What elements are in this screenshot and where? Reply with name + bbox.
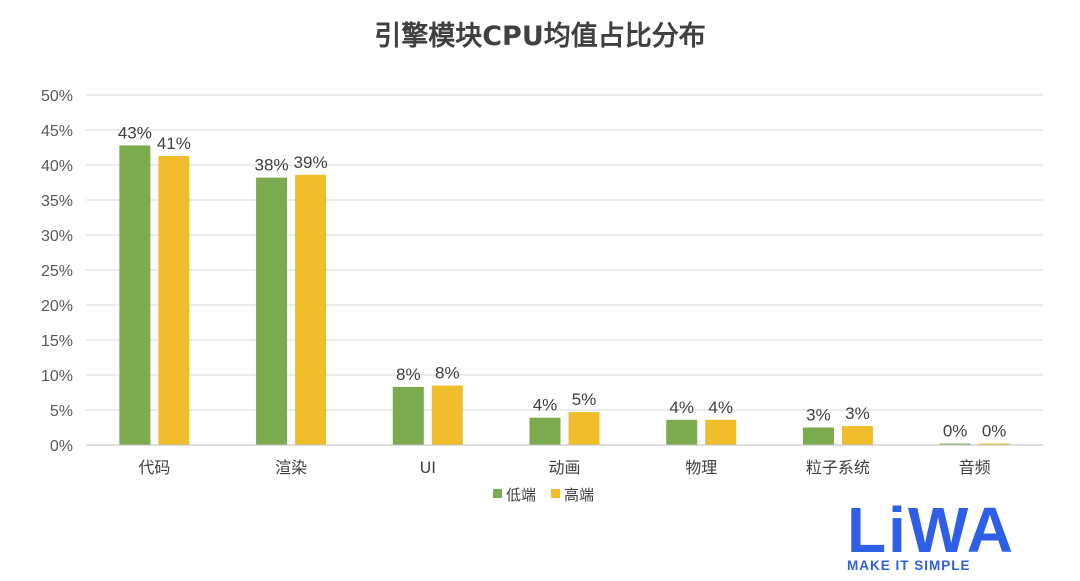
bar-high bbox=[431, 385, 463, 445]
legend-label: 低端 bbox=[506, 486, 536, 504]
data-label: 3% bbox=[806, 406, 831, 425]
data-label: 8% bbox=[396, 365, 421, 384]
y-tick-label: 20% bbox=[41, 298, 73, 315]
y-tick-label: 5% bbox=[50, 403, 73, 420]
x-category-label: 音频 bbox=[959, 458, 991, 477]
y-tick-label: 35% bbox=[41, 193, 73, 210]
bar-high bbox=[295, 174, 327, 446]
y-tick-label: 0% bbox=[50, 438, 73, 455]
data-label: 39% bbox=[294, 153, 328, 172]
x-category-label: UI bbox=[420, 458, 436, 477]
bar-low bbox=[529, 417, 561, 445]
bar-low bbox=[666, 419, 698, 445]
bar-high bbox=[158, 155, 190, 445]
logo-tagline: MAKE IT SIMPLE bbox=[847, 558, 971, 573]
y-tick-label: 50% bbox=[41, 88, 73, 105]
y-tick-label: 25% bbox=[41, 263, 73, 280]
bar-low bbox=[802, 427, 834, 445]
y-tick-label: 15% bbox=[41, 333, 73, 350]
x-category-label: 代码 bbox=[138, 458, 170, 477]
data-labels: 43% 41% 38% 39% 8% 8% 4% 5% 4% 4% 3% 3% 0% 0% bbox=[118, 123, 1007, 440]
data-label: 4% bbox=[533, 396, 558, 415]
bar-high bbox=[705, 419, 737, 445]
bar-high bbox=[568, 412, 600, 445]
y-tick-label: 30% bbox=[41, 228, 73, 245]
bar-high bbox=[841, 426, 873, 445]
bar-low bbox=[119, 145, 151, 445]
bar-low bbox=[939, 443, 971, 445]
data-label: 4% bbox=[669, 398, 694, 417]
gridlines bbox=[86, 94, 1043, 411]
legend-label: 高端 bbox=[564, 486, 594, 504]
liwa-logo: LiWA MAKE IT SIMPLE bbox=[847, 502, 1015, 573]
x-category-label: 渲染 bbox=[275, 458, 307, 477]
legend: 低端 高端 bbox=[493, 486, 594, 504]
chart-title: 引擎模块CPU均值占比分布 bbox=[374, 21, 706, 52]
logo-wordmark: LiWA bbox=[847, 502, 1015, 566]
bar-low bbox=[256, 177, 288, 445]
x-category-label: 粒子系统 bbox=[806, 458, 870, 477]
data-label: 8% bbox=[435, 364, 460, 383]
data-label: 4% bbox=[708, 398, 733, 417]
y-tick-label: 45% bbox=[41, 123, 73, 140]
data-label: 41% bbox=[157, 134, 191, 153]
data-label: 5% bbox=[572, 390, 597, 409]
legend-swatch bbox=[493, 489, 502, 498]
y-tick-label: 40% bbox=[41, 158, 73, 175]
x-category-label: 动画 bbox=[548, 458, 580, 477]
legend-swatch bbox=[551, 489, 560, 498]
data-label: 3% bbox=[845, 404, 870, 423]
axes: 0% 5% 10% 15% 20% 25% 30% 35% 40% 45% 50% 代码 渲染 UI 动画 物… bbox=[41, 88, 1043, 477]
data-label: 0% bbox=[982, 422, 1007, 441]
y-tick-label: 10% bbox=[41, 368, 73, 385]
data-label: 43% bbox=[118, 123, 152, 142]
bar-low bbox=[392, 386, 424, 445]
x-category-label: 物理 bbox=[685, 458, 717, 477]
bars bbox=[119, 145, 1010, 446]
bar-high bbox=[978, 443, 1010, 445]
data-label: 38% bbox=[255, 156, 289, 175]
data-label: 0% bbox=[943, 422, 968, 441]
